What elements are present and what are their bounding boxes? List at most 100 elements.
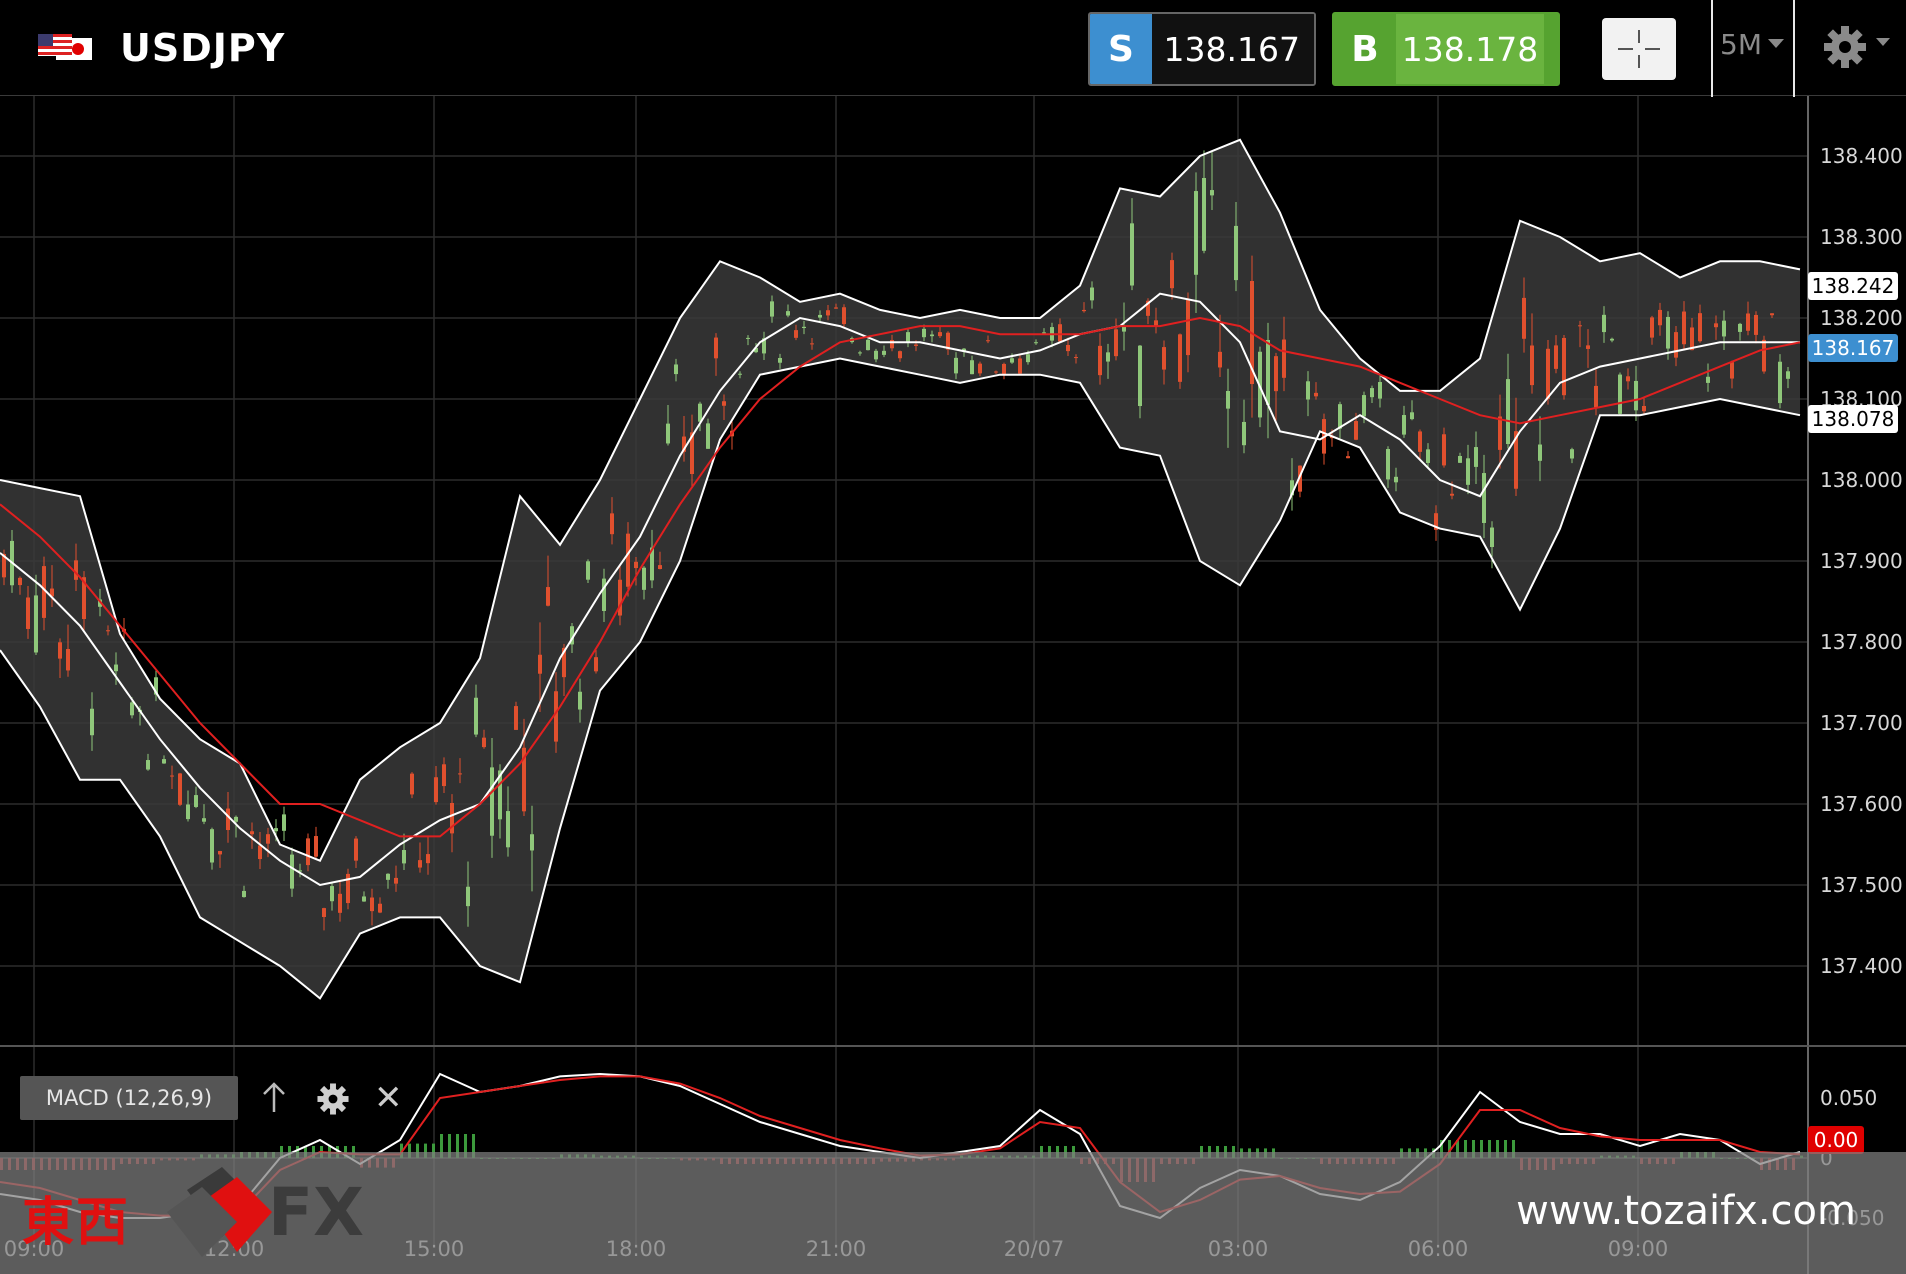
candle-up <box>738 373 742 375</box>
candle-down <box>410 773 414 795</box>
candle-down <box>346 873 350 904</box>
candle-up <box>1482 473 1486 523</box>
arrow-up-icon[interactable] <box>258 1080 290 1116</box>
candle-up <box>1242 421 1246 446</box>
candle-up <box>1634 380 1638 411</box>
candle-down <box>1154 320 1158 327</box>
candle-down <box>1650 317 1654 338</box>
candle-down <box>1682 311 1686 345</box>
price-tick-label: 138.300 <box>1820 225 1903 249</box>
macd-histogram-bar <box>1440 1140 1443 1158</box>
upper-band-line <box>0 138 1801 862</box>
sell-button[interactable]: S 138.167 <box>1088 12 1316 86</box>
crosshair-button[interactable] <box>1602 18 1676 80</box>
candle-down <box>354 838 358 861</box>
candle-down <box>834 307 838 309</box>
candle-up <box>490 767 494 836</box>
candle-down <box>714 337 718 359</box>
candle-up <box>1210 190 1214 196</box>
candle-up <box>818 314 822 318</box>
close-icon[interactable]: ✕ <box>374 1078 403 1118</box>
candle-down <box>1730 362 1734 379</box>
candle-up <box>386 873 390 880</box>
candle-down <box>1578 325 1582 327</box>
candle-up <box>186 804 190 820</box>
candle-down <box>1674 332 1678 358</box>
candle-down <box>66 649 70 671</box>
candle-up <box>466 886 470 907</box>
candle-down <box>722 401 726 406</box>
candle-up <box>650 547 654 581</box>
header-divider-2 <box>1793 0 1795 97</box>
candle-down <box>1658 309 1662 326</box>
candle-down <box>562 647 566 678</box>
band-area <box>0 139 1800 999</box>
candle-down <box>554 691 558 742</box>
gear-icon[interactable] <box>1822 24 1868 70</box>
candle-up <box>1786 371 1790 379</box>
candle-up <box>922 328 926 338</box>
candle-up <box>1602 314 1606 333</box>
candle-up <box>970 360 974 375</box>
candle-down <box>50 588 54 597</box>
macd-histogram-bar <box>1448 1140 1451 1158</box>
lower-band-tag: 138.078 <box>1808 405 1898 433</box>
candle-up <box>666 423 670 444</box>
macd-indicator-label[interactable]: MACD (12,26,9) <box>20 1076 238 1120</box>
candle-up <box>1706 376 1710 383</box>
candle-up <box>34 595 38 653</box>
candle-up <box>234 816 238 822</box>
us-jp-flag-icon <box>38 34 92 60</box>
candle-down <box>2 553 6 578</box>
candle-up <box>154 677 158 695</box>
settings-chevron-icon[interactable] <box>1876 38 1890 46</box>
candle-down <box>1018 358 1022 374</box>
candle-down <box>618 579 622 616</box>
candle-down <box>1346 456 1350 459</box>
candle-down <box>1162 347 1166 370</box>
candle-up <box>1226 390 1230 409</box>
macd-histogram-bar <box>1504 1140 1507 1158</box>
candle-down <box>1690 327 1694 351</box>
buy-button[interactable]: B 138.178 <box>1332 12 1560 86</box>
candle-down <box>1594 385 1598 408</box>
candle-down <box>1434 513 1438 530</box>
price-tick-label: 138.400 <box>1820 144 1903 168</box>
candle-up <box>210 829 214 863</box>
sell-tag: S <box>1090 14 1152 84</box>
moving-average-line <box>0 316 1801 838</box>
candle-down <box>986 340 990 342</box>
price-tick-label: 138.000 <box>1820 468 1903 492</box>
symbol-title: USDJPY <box>120 26 286 70</box>
candle-up <box>1474 447 1478 467</box>
candle-up <box>402 850 406 864</box>
candle-down <box>1314 392 1318 397</box>
candle-down <box>626 533 630 587</box>
chart-header: USDJPY S 138.167 B 138.178 5M <box>0 0 1906 97</box>
candle-up <box>570 626 574 645</box>
candle-up <box>1138 345 1142 407</box>
timeframe-selector[interactable]: 5M <box>1720 28 1784 61</box>
candle-down <box>1514 431 1518 489</box>
candle-down <box>458 773 462 775</box>
candle-down <box>1522 297 1526 339</box>
candle-up <box>290 854 294 889</box>
candle-down <box>18 577 22 586</box>
candle-up <box>1202 177 1206 251</box>
candle-up <box>962 348 966 352</box>
candle-down <box>370 897 374 912</box>
price-tick-label: 137.800 <box>1820 630 1903 654</box>
macd-histogram-bar <box>1488 1140 1491 1158</box>
candle-up <box>1490 527 1494 548</box>
candle-down <box>394 877 398 884</box>
gear-icon[interactable] <box>316 1082 350 1116</box>
candle-up <box>1506 379 1510 445</box>
buy-price: 138.178 <box>1396 14 1544 84</box>
header-divider <box>1711 0 1713 97</box>
candle-up <box>274 828 278 832</box>
candle-down <box>1170 260 1174 289</box>
candle-down <box>1754 314 1758 335</box>
candle-down <box>1770 313 1774 316</box>
candle-down <box>610 513 614 535</box>
